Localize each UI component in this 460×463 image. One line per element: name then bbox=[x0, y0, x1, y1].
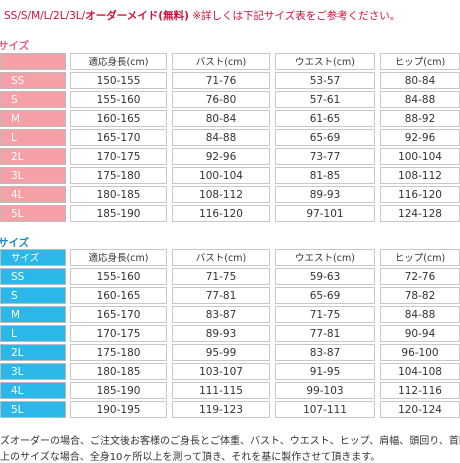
size-value: 84-88 bbox=[380, 306, 460, 323]
size-value: 96-100 bbox=[380, 344, 460, 361]
size-value: 100-104 bbox=[172, 167, 270, 184]
size-value: 185-190 bbox=[70, 205, 167, 222]
size-value: 92-96 bbox=[172, 148, 270, 165]
size-value: 150-155 bbox=[70, 72, 167, 89]
size-value: 119-123 bbox=[172, 401, 270, 418]
size-label: S bbox=[0, 91, 66, 108]
notice-custom: オーダーメイド(無料) bbox=[85, 10, 189, 22]
size-value: 83-87 bbox=[275, 344, 375, 361]
size-value: 112-116 bbox=[380, 382, 460, 399]
notice: SS/S/M/L/2L/3L/オーダーメイド(無料) ※詳しくは下記サイズ表をご… bbox=[4, 8, 400, 23]
header-cell: ウエスト(cm) bbox=[275, 249, 375, 266]
size-value: 77-81 bbox=[275, 325, 375, 342]
size-label: 4L bbox=[0, 382, 66, 399]
size-value: 104-108 bbox=[380, 363, 460, 380]
size-value: 99-103 bbox=[275, 382, 375, 399]
size-value: 155-160 bbox=[70, 91, 167, 108]
size-value: 53-57 bbox=[275, 72, 375, 89]
size-value: 97-101 bbox=[275, 205, 375, 222]
size-value: 77-81 bbox=[172, 287, 270, 304]
size-value: 120-124 bbox=[380, 401, 460, 418]
size-value: 155-160 bbox=[70, 268, 167, 285]
size-value: 73-77 bbox=[275, 148, 375, 165]
size-value: 92-96 bbox=[380, 129, 460, 146]
size-value: 71-75 bbox=[172, 268, 270, 285]
size-label: 5L bbox=[0, 401, 66, 418]
size-value: 91-95 bbox=[275, 363, 375, 380]
size-value: 190-195 bbox=[70, 401, 167, 418]
size-label: M bbox=[0, 110, 66, 127]
size-value: 61-65 bbox=[275, 110, 375, 127]
header-cell: ウエスト(cm) bbox=[275, 53, 375, 70]
size-label: 4L bbox=[0, 186, 66, 203]
size-value: 175-180 bbox=[70, 344, 167, 361]
size-value: 71-75 bbox=[275, 306, 375, 323]
size-value: 65-69 bbox=[275, 129, 375, 146]
size-value: 72-76 bbox=[380, 268, 460, 285]
table-heading: サイズ bbox=[0, 40, 30, 52]
table-heading: サイズ bbox=[0, 237, 30, 249]
size-value: 65-69 bbox=[275, 287, 375, 304]
size-value: 57-61 bbox=[275, 91, 375, 108]
size-value: 95-99 bbox=[172, 344, 270, 361]
size-value: 111-115 bbox=[172, 382, 270, 399]
footer-line: ズオーダーの場合、ご注文後お客様のご身長とご体重、バスト、ウエスト、ヒップ、肩幅… bbox=[0, 436, 460, 447]
size-value: 108-112 bbox=[172, 186, 270, 203]
header-cell: ヒップ(cm) bbox=[380, 249, 460, 266]
header-cell: バスト(cm) bbox=[172, 249, 270, 266]
size-value: 76-80 bbox=[172, 91, 270, 108]
size-value: 81-85 bbox=[275, 167, 375, 184]
notice-sizes: SS/S/M/L/2L/3L/ bbox=[4, 10, 86, 22]
header-cell: 適応身長(cm) bbox=[70, 53, 167, 70]
header-cell: バスト(cm) bbox=[172, 53, 270, 70]
size-value: 90-94 bbox=[380, 325, 460, 342]
size-value: 116-120 bbox=[380, 186, 460, 203]
size-value: 185-190 bbox=[70, 382, 167, 399]
size-label: 2L bbox=[0, 344, 66, 361]
footer-line: 上のサイズな場合、全身10ヶ所以上を測って頂き、それを基に製作させて頂きます。 bbox=[0, 452, 381, 463]
size-value: 165-170 bbox=[70, 129, 167, 146]
size-label: 3L bbox=[0, 167, 66, 184]
size-label: 5L bbox=[0, 205, 66, 222]
size-label: M bbox=[0, 306, 66, 323]
size-value: 175-180 bbox=[70, 167, 167, 184]
size-value: 180-185 bbox=[70, 363, 167, 380]
size-value: 83-87 bbox=[172, 306, 270, 323]
size-value: 108-112 bbox=[380, 167, 460, 184]
size-value: 170-175 bbox=[70, 148, 167, 165]
size-value: 160-165 bbox=[70, 110, 167, 127]
size-label: 2L bbox=[0, 148, 66, 165]
size-value: 165-170 bbox=[70, 306, 167, 323]
size-value: 59-63 bbox=[275, 268, 375, 285]
size-label: SS bbox=[0, 268, 66, 285]
notice-note: ※詳しくは下記サイズ表をご参考ください。 bbox=[192, 10, 401, 22]
size-value: 116-120 bbox=[172, 205, 270, 222]
size-value: 84-88 bbox=[380, 91, 460, 108]
size-label: L bbox=[0, 129, 66, 146]
size-value: 89-93 bbox=[275, 186, 375, 203]
size-value: 88-92 bbox=[380, 110, 460, 127]
header-cell bbox=[0, 53, 66, 70]
size-value: 100-104 bbox=[380, 148, 460, 165]
size-value: 78-82 bbox=[380, 287, 460, 304]
size-label: L bbox=[0, 325, 66, 342]
size-value: 103-107 bbox=[172, 363, 270, 380]
size-value: 89-93 bbox=[172, 325, 270, 342]
size-value: 180-185 bbox=[70, 186, 167, 203]
size-label: SS bbox=[0, 72, 66, 89]
size-value: 80-84 bbox=[172, 110, 270, 127]
size-value: 80-84 bbox=[380, 72, 460, 89]
size-label: S bbox=[0, 287, 66, 304]
size-value: 84-88 bbox=[172, 129, 270, 146]
header-cell: サイズ bbox=[0, 249, 66, 266]
size-value: 160-165 bbox=[70, 287, 167, 304]
header-cell: 適応身長(cm) bbox=[70, 249, 167, 266]
size-value: 170-175 bbox=[70, 325, 167, 342]
size-label: 3L bbox=[0, 363, 66, 380]
size-value: 124-128 bbox=[380, 205, 460, 222]
size-value: 71-76 bbox=[172, 72, 270, 89]
header-cell: ヒップ(cm) bbox=[380, 53, 460, 70]
size-value: 107-111 bbox=[275, 401, 375, 418]
